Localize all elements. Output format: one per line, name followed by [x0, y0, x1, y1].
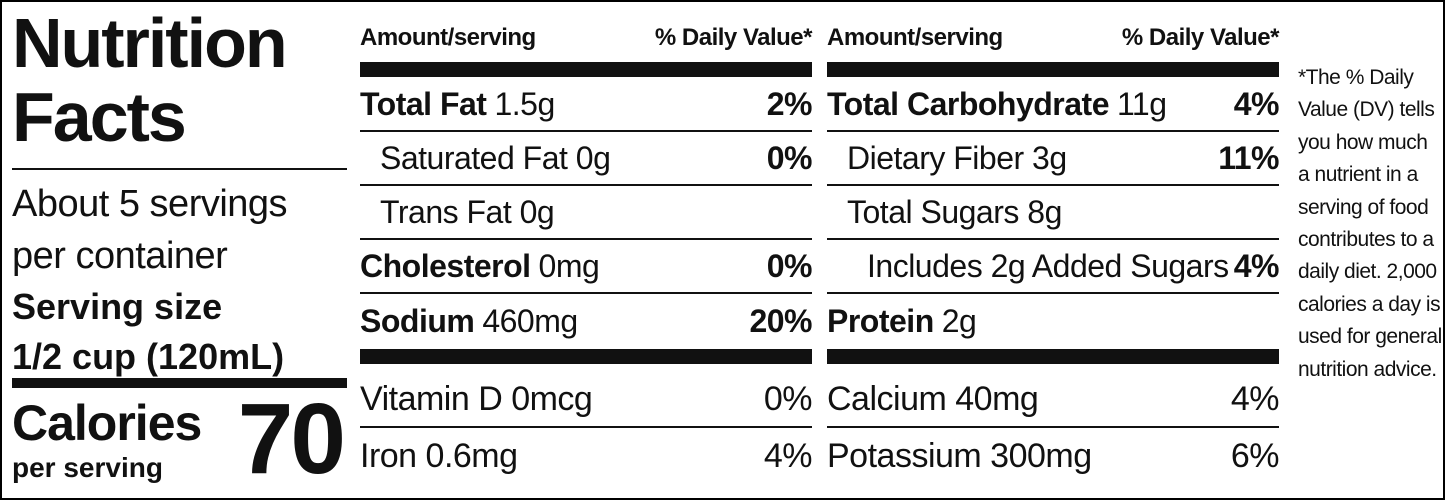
serving-size: 1/2 cup (120mL): [12, 336, 285, 377]
amount-header: Amount/serving: [827, 24, 1003, 51]
nutrient-row: Trans Fat 0g: [360, 186, 812, 240]
daily-value: 0%: [766, 139, 813, 176]
footnote: *The % Daily Value (DV) tells you how mu…: [1298, 66, 1442, 381]
thick-rule: [12, 378, 347, 388]
daily-value: 4%: [763, 436, 813, 475]
daily-value: 0%: [766, 247, 813, 284]
nutrient-amount: 460mg: [482, 302, 578, 339]
thick-rule: [360, 349, 812, 364]
thick-rule: [827, 62, 1279, 77]
vitamin-name: Vitamin D 0mcg: [360, 379, 593, 418]
vitamin-row: Iron 0.6mg 4%: [360, 428, 813, 484]
daily-value: 4%: [1233, 85, 1280, 122]
daily-value: 0%: [763, 379, 813, 418]
vitamin-name: Potassium 300mg: [827, 436, 1092, 475]
vitamin-name: Iron 0.6mg: [360, 436, 518, 475]
nutrient-row: Cholesterol 0mg 0%: [360, 240, 813, 294]
daily-value: 4%: [1233, 247, 1280, 284]
nutrient: Sodium 460mg: [360, 303, 578, 340]
nutrient-row: Protein 2g: [827, 294, 1279, 348]
nutrient-name: Total Sugars 8g: [847, 193, 1062, 230]
vitamin-row: Vitamin D 0mcg 0%: [360, 372, 813, 428]
serving-size-label: Serving size: [12, 286, 223, 327]
dv-header: % Daily Value*: [654, 24, 813, 51]
nutrient-row: Total Fat 1.5g 2%: [360, 78, 813, 132]
nutrient-name: Includes 2g Added Sugars: [867, 247, 1229, 284]
vitamin-row: Potassium 300mg 6%: [827, 428, 1280, 484]
nutrient: Dietary Fiber 3g: [827, 140, 1067, 177]
amount-header: Amount/serving: [360, 24, 536, 51]
nutrient: Total Fat 1.5g: [360, 86, 555, 123]
daily-value: 4%: [1230, 379, 1280, 418]
nutrient-name: Saturated Fat 0g: [380, 139, 611, 176]
vitamin-row: Calcium 40mg 4%: [827, 372, 1280, 428]
nutrient-amount: 1.5g: [494, 85, 555, 122]
nutrient-row: Dietary Fiber 3g 11%: [827, 132, 1279, 186]
nutrient-row: Saturated Fat 0g 0%: [360, 132, 813, 186]
dv-header: % Daily Value*: [1121, 24, 1280, 51]
nutrient-amount: 2g: [941, 302, 977, 339]
calories-label: Calories: [12, 395, 202, 451]
nutrient-row: Sodium 460mg 20%: [360, 294, 812, 348]
nutrient-name: Sodium: [360, 302, 475, 339]
daily-value: 20%: [749, 302, 812, 339]
nutrient-name: Total Fat: [360, 85, 487, 122]
vitamin-name: Calcium 40mg: [827, 379, 1039, 418]
daily-value: 11%: [1218, 139, 1279, 176]
nutrient-name: Protein: [827, 302, 934, 339]
nutrient-amount: 0mg: [538, 247, 600, 284]
thick-rule: [827, 349, 1279, 364]
nutrient: Includes 2g Added Sugars: [827, 248, 1229, 285]
title: Nutrition Facts: [12, 4, 288, 156]
daily-value: 2%: [766, 85, 813, 122]
calories-value: 70: [237, 383, 346, 495]
nutrient: Protein 2g: [827, 302, 977, 340]
nutrient-name: Trans Fat 0g: [380, 193, 555, 230]
rule: [12, 168, 347, 170]
nutrient-name: Total Carbohydrate: [827, 85, 1110, 122]
nutrient: Saturated Fat 0g: [360, 139, 611, 177]
column-header: Amount/serving % Daily Value*: [827, 24, 1280, 52]
nutrient: Trans Fat 0g: [360, 193, 555, 231]
nutrient-row: Total Sugars 8g: [827, 186, 1279, 240]
nutrient-name: Cholesterol: [360, 247, 531, 284]
nutrient-row: Total Carbohydrate 11g 4%: [827, 78, 1280, 132]
thick-rule: [360, 62, 812, 77]
nutrient-amount: 11g: [1117, 85, 1167, 122]
servings: About 5 servings per container: [12, 183, 288, 277]
nutrient: Total Carbohydrate 11g: [827, 86, 1167, 123]
nutrient-row: Includes 2g Added Sugars 4%: [827, 240, 1280, 294]
nutrient-name: Dietary Fiber 3g: [847, 139, 1067, 176]
nutrient: Cholesterol 0mg: [360, 247, 600, 285]
column-header: Amount/serving % Daily Value*: [360, 24, 813, 52]
nutrient: Total Sugars 8g: [827, 194, 1062, 231]
calories-sub: per serving: [12, 452, 163, 483]
daily-value: 6%: [1230, 436, 1280, 475]
